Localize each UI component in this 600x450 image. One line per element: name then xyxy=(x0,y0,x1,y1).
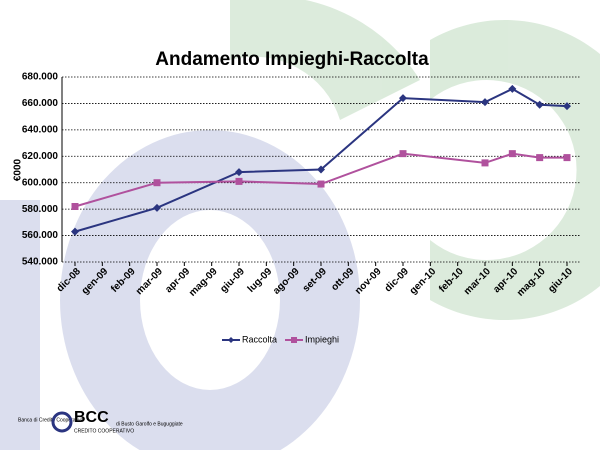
logo-mark xyxy=(51,411,73,433)
point xyxy=(481,159,489,167)
y-tick-label: 620.000 xyxy=(22,151,59,162)
logo-brand: BCC xyxy=(74,409,109,426)
point xyxy=(235,177,243,185)
logo-left: Banca di Credito Cooperativo xyxy=(18,417,84,423)
logo-sub: CREDITO COOPERATIVO xyxy=(74,428,134,434)
point xyxy=(535,100,544,109)
point xyxy=(71,227,79,236)
point xyxy=(508,150,516,158)
legend-marker xyxy=(228,337,234,343)
y-tick-label: 540.000 xyxy=(22,257,59,268)
legend-marker xyxy=(291,337,298,343)
point xyxy=(563,102,571,111)
point xyxy=(71,203,79,210)
point xyxy=(317,165,325,174)
point xyxy=(399,94,407,103)
point xyxy=(508,84,517,93)
point xyxy=(153,179,161,187)
logo-right: di Busto Garolfo e Buguggiate xyxy=(116,421,183,427)
chart-title: Andamento Impieghi-Raccolta xyxy=(155,49,429,70)
point xyxy=(235,168,243,177)
point xyxy=(481,98,489,107)
point xyxy=(536,154,544,162)
y-tick-label: 580.000 xyxy=(22,204,59,215)
y-tick-label: 660.000 xyxy=(22,98,59,109)
y-tick-label: 640.000 xyxy=(22,124,59,135)
y-tick-label: 600.000 xyxy=(22,177,59,188)
point xyxy=(153,203,161,212)
point xyxy=(563,154,571,162)
legend-label: Impieghi xyxy=(305,334,339,344)
point xyxy=(399,150,407,158)
logo: Banca di Credito Cooperativo BCC CREDITO… xyxy=(18,409,183,434)
y-tick-label: 560.000 xyxy=(22,230,59,241)
x-tick-label: dic-09 xyxy=(383,266,412,295)
legend-label: Raccolta xyxy=(242,334,277,344)
y-axis-label: €000 xyxy=(13,158,24,181)
point xyxy=(317,180,325,188)
y-tick-label: 680.000 xyxy=(22,72,59,83)
